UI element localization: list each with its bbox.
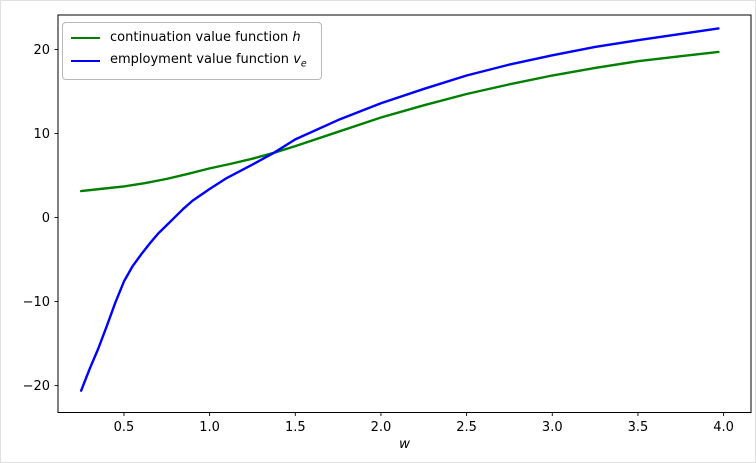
series-line-0 — [79, 50, 720, 193]
legend-line-swatch — [71, 37, 100, 40]
x-tick-label: 2.5 — [456, 420, 477, 435]
x-tick-label: 2.0 — [371, 420, 392, 435]
legend-item-1: employment value function ve — [71, 52, 307, 70]
x-axis-label: w — [399, 436, 411, 452]
series-lines — [79, 27, 720, 392]
y-tick-label: −20 — [23, 379, 50, 394]
legend-label: employment value function ve — [110, 52, 307, 70]
axes-frame — [57, 14, 752, 413]
legend-item-0: continuation value function h — [71, 30, 307, 46]
legend-label: continuation value function h — [110, 30, 301, 45]
x-tick-label: 3.0 — [542, 420, 563, 435]
x-tick-label: 3.5 — [628, 420, 649, 435]
x-tick-label: 0.5 — [114, 420, 135, 435]
x-tick-label: 1.0 — [199, 420, 220, 435]
y-tick-label: −10 — [23, 295, 50, 310]
legend: continuation value function h employment … — [62, 22, 322, 80]
y-tick-label: 10 — [33, 127, 50, 142]
legend-line-swatch — [71, 60, 100, 63]
y-tick-label: 0 — [42, 211, 50, 226]
y-axis-ticks: −20 −10 0 10 20 — [23, 43, 58, 394]
series-line-1 — [79, 27, 720, 392]
y-tick-label: 20 — [33, 43, 50, 58]
x-tick-label: 1.5 — [285, 420, 306, 435]
x-axis-ticks: 0.5 1.0 1.5 2.0 2.5 3.0 3.5 4.0 — [114, 412, 734, 435]
x-tick-label: 4.0 — [713, 420, 734, 435]
